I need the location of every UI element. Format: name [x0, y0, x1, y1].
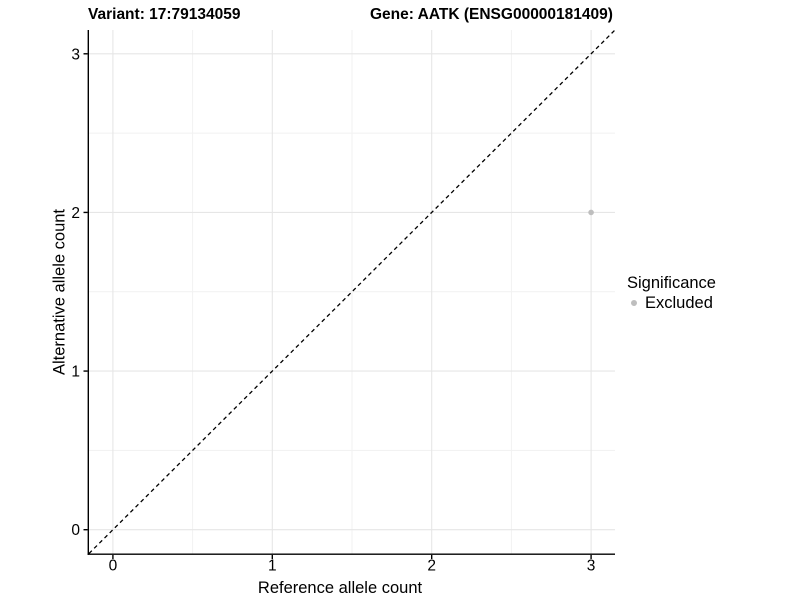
legend-entry-excluded: Excluded — [627, 293, 716, 313]
legend-point-icon — [631, 300, 637, 306]
variant-title: Variant: 17:79134059 — [88, 6, 241, 23]
legend-title: Significance — [627, 274, 716, 292]
y-tick-label: 3 — [71, 46, 80, 63]
y-axis-title: Alternative allele count — [50, 208, 69, 376]
x-axis-title: Reference allele count — [257, 579, 423, 597]
y-tick-label: 0 — [71, 522, 80, 539]
legend-entry-label: Excluded — [645, 294, 713, 312]
data-point — [588, 209, 594, 216]
x-tick-label: 0 — [109, 558, 118, 575]
y-tick-label: 1 — [71, 364, 80, 381]
gene-title: Gene: AATK (ENSG00000181409) — [370, 6, 613, 23]
x-tick-label: 2 — [427, 558, 436, 575]
legend: Significance Excluded — [627, 273, 716, 313]
x-tick-label: 1 — [268, 558, 277, 575]
y-tick-label: 2 — [71, 205, 80, 222]
x-tick-label: 3 — [587, 558, 596, 575]
